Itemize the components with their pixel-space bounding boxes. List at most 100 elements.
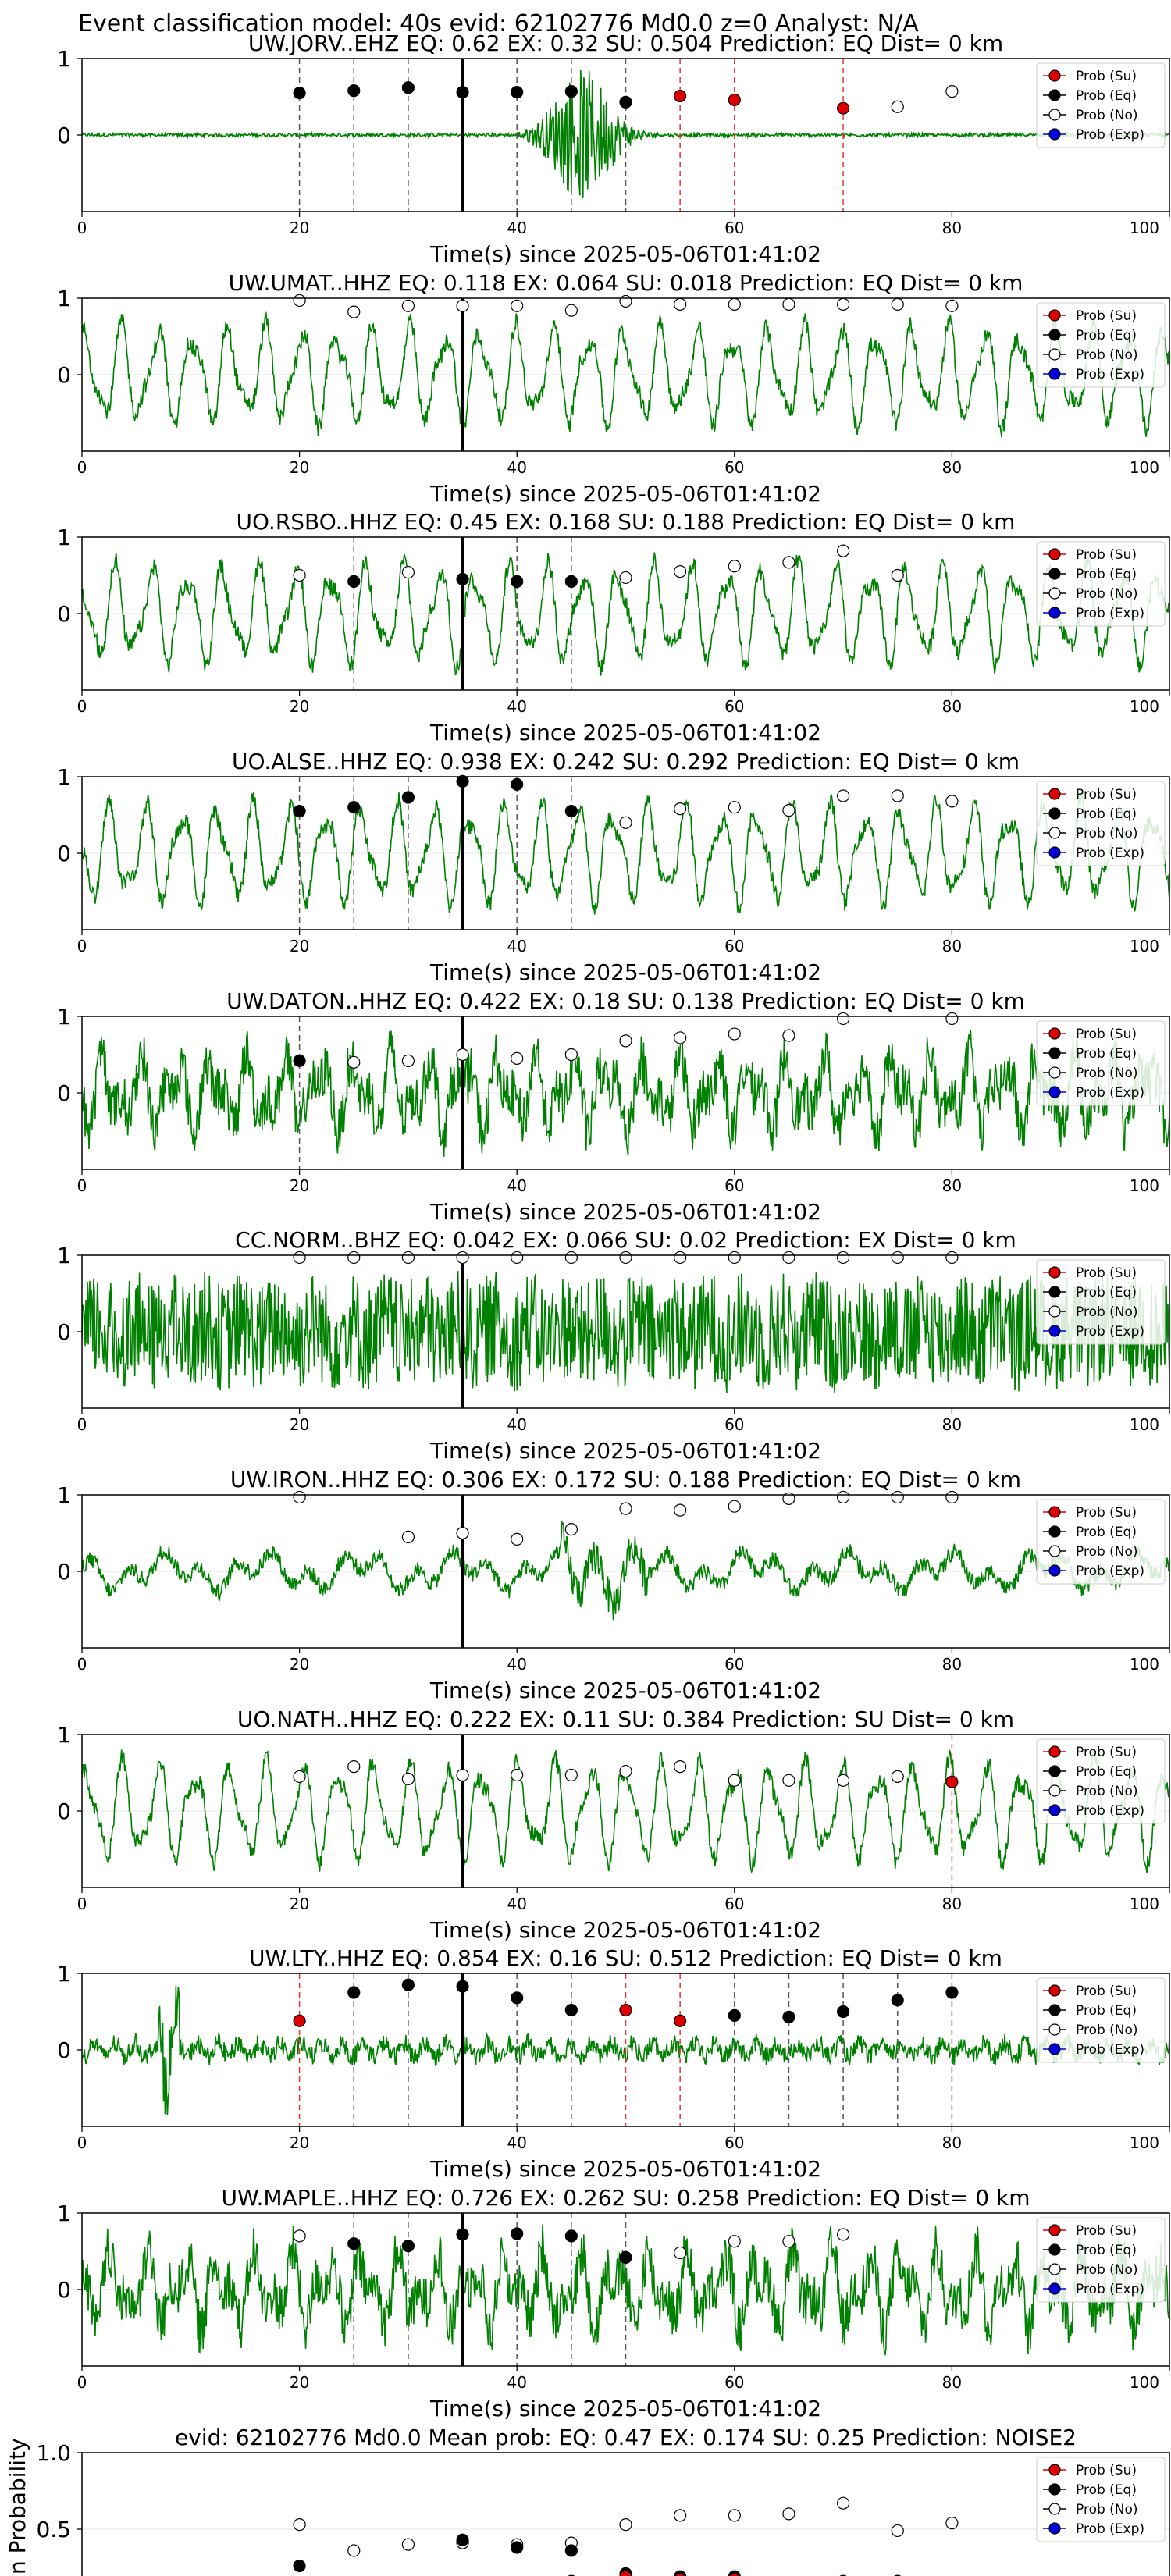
- y-tick-label: 0: [57, 123, 71, 148]
- x-tick-label: 0: [77, 1176, 87, 1195]
- prob-point-su: [293, 2014, 306, 2027]
- y-tick-label: 0: [57, 1559, 71, 1585]
- prob-point-eq: [728, 2008, 741, 2022]
- x-tick-label: 100: [1130, 2133, 1159, 2152]
- legend-marker: [1048, 568, 1061, 580]
- legend-marker: [1048, 1086, 1061, 1098]
- legend-box: [1036, 302, 1166, 388]
- legend-label: Prob (No): [1076, 108, 1138, 123]
- prob-point-eq: [293, 804, 306, 818]
- legend: Prob (Su) Prob (Eq) Prob (No) Prob (Exp): [1036, 541, 1166, 627]
- prob-point-no: [782, 297, 795, 311]
- legend-marker: [1048, 1325, 1061, 1337]
- legend-marker: [1048, 69, 1061, 82]
- x-axis-label: Time(s) since 2025-05-06T01:41:02: [429, 481, 821, 507]
- y-tick-label: 1: [57, 286, 71, 311]
- y-axis-label: Mean Probability: [5, 2438, 30, 2576]
- prob-point-no: [891, 1251, 904, 1265]
- prob-point-no: [293, 2229, 306, 2243]
- x-tick-label: 100: [1130, 219, 1159, 237]
- legend-marker: [1048, 1984, 1061, 1997]
- prob-point-no: [511, 1532, 524, 1546]
- legend-marker: [1048, 2224, 1061, 2236]
- legend-label: Prob (No): [1076, 2023, 1138, 2038]
- prob-point-no: [782, 1492, 795, 1506]
- legend-marker: [1048, 2263, 1061, 2275]
- x-tick-label: 60: [724, 1176, 744, 1195]
- prob-point-su: [945, 1775, 959, 1788]
- prob-point-no: [728, 801, 741, 814]
- prob-point-no: [401, 1251, 415, 1265]
- x-tick-label: 60: [724, 937, 744, 955]
- y-tick-label: 1.0: [36, 2440, 71, 2466]
- legend: Prob (Su) Prob (Eq) Prob (No) Prob (Exp): [1036, 2217, 1166, 2303]
- mean-prob-point-eq: [564, 2544, 578, 2557]
- legend-marker: [1048, 1545, 1061, 1557]
- x-tick-label: 0: [77, 1655, 87, 1674]
- panel-title: CC.NORM..BHZ EQ: 0.042 EX: 0.066 SU: 0.0…: [235, 1227, 1016, 1253]
- x-tick-label: 80: [942, 2133, 962, 2152]
- prob-point-eq: [564, 2003, 578, 2017]
- x-tick-label: 100: [1130, 1895, 1159, 1913]
- x-tick-label: 20: [290, 458, 309, 477]
- legend-marker: [1048, 1027, 1061, 1040]
- prob-point-no: [456, 1048, 469, 1062]
- prob-point-no: [619, 1034, 632, 1048]
- legend-label: Prob (Su): [1076, 547, 1137, 563]
- legend-label: Prob (Eq): [1076, 1525, 1137, 1540]
- prob-point-eq: [401, 81, 415, 94]
- y-tick-label: 1: [57, 1961, 71, 1987]
- x-tick-label: 80: [942, 937, 962, 955]
- legend-label: Prob (Su): [1076, 1984, 1137, 1999]
- prob-point-eq: [401, 1978, 415, 1991]
- prob-point-no: [728, 1774, 741, 1787]
- legend: Prob (Su) Prob (Eq) Prob (No) Prob (Exp): [1036, 62, 1166, 148]
- chart-panel-3: UO.RSBO..HHZ EQ: 0.45 EX: 0.168 SU: 0.18…: [57, 509, 1170, 745]
- prob-point-su: [619, 2003, 632, 2017]
- legend-label: Prob (Exp): [1076, 1564, 1144, 1579]
- prob-point-no: [564, 1048, 578, 1062]
- prob-point-no: [782, 556, 795, 569]
- prob-point-no: [456, 1526, 469, 1540]
- legend-box: [1036, 62, 1166, 148]
- mean-prob-point-su: [729, 2573, 740, 2576]
- prob-point-no: [293, 1490, 306, 1504]
- chart-panel-8: UO.NATH..HHZ EQ: 0.222 EX: 0.11 SU: 0.38…: [57, 1706, 1170, 1943]
- prob-point-no: [564, 304, 578, 317]
- x-tick-label: 60: [724, 219, 744, 237]
- legend-label: Prob (Eq): [1076, 2003, 1137, 2019]
- legend-marker: [1048, 846, 1061, 859]
- legend-marker: [1048, 548, 1061, 560]
- x-tick-label: 100: [1130, 1176, 1159, 1195]
- x-tick-label: 0: [77, 937, 87, 955]
- prob-point-no: [782, 804, 795, 817]
- y-tick-label: 0: [57, 362, 71, 388]
- legend-marker: [1048, 1525, 1061, 1538]
- y-tick-label: 0: [57, 2037, 71, 2063]
- prob-point-no: [945, 85, 959, 98]
- legend-marker: [1048, 1066, 1061, 1079]
- legend-label: Prob (Su): [1076, 308, 1137, 324]
- x-tick-label: 40: [507, 2373, 526, 2392]
- legend-label: Prob (Eq): [1076, 88, 1137, 104]
- x-tick-label: 0: [77, 697, 87, 716]
- legend-marker: [1048, 2004, 1061, 2016]
- x-tick-label: 20: [290, 2133, 309, 2152]
- x-tick-label: 40: [507, 2133, 526, 2152]
- x-tick-label: 60: [724, 2373, 744, 2392]
- prob-point-eq: [401, 791, 415, 804]
- prob-point-no: [728, 1027, 741, 1041]
- legend-marker: [1048, 2464, 1061, 2476]
- legend-label: Prob (Exp): [1076, 845, 1144, 861]
- prob-point-no: [891, 297, 904, 311]
- legend-label: Prob (Su): [1076, 69, 1137, 84]
- legend-box: [1036, 2457, 1166, 2542]
- panel-title: UW.MAPLE..HHZ EQ: 0.726 EX: 0.262 SU: 0.…: [222, 2185, 1030, 2211]
- legend-box: [1036, 2217, 1166, 2303]
- legend-marker: [1048, 2282, 1061, 2295]
- prob-point-eq: [347, 1986, 361, 1999]
- chart-panel-7: UW.IRON..HHZ EQ: 0.306 EX: 0.172 SU: 0.1…: [57, 1467, 1170, 1703]
- waveform-trace: [82, 792, 1169, 915]
- prob-point-no: [836, 1490, 850, 1504]
- y-tick-label: 1: [57, 46, 71, 72]
